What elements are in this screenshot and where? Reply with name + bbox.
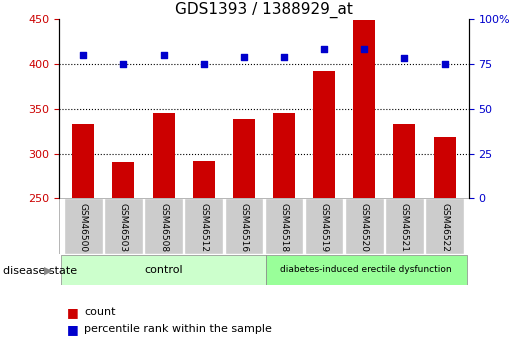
Text: ▶: ▶: [44, 266, 52, 276]
Bar: [225, 198, 263, 254]
Text: GSM46520: GSM46520: [360, 203, 369, 252]
Text: count: count: [84, 307, 115, 317]
Text: GSM46518: GSM46518: [280, 203, 288, 252]
Bar: [144, 198, 183, 254]
Bar: [353, 20, 375, 198]
Text: GSM46519: GSM46519: [320, 203, 329, 252]
Bar: [104, 198, 143, 254]
Text: ■: ■: [67, 306, 79, 319]
Text: percentile rank within the sample: percentile rank within the sample: [84, 325, 272, 334]
Bar: [434, 137, 456, 198]
Bar: [393, 124, 416, 198]
Text: GSM46522: GSM46522: [440, 203, 449, 252]
Bar: [265, 198, 303, 254]
Bar: [184, 198, 223, 254]
Text: GSM46500: GSM46500: [79, 203, 88, 252]
Bar: [72, 124, 94, 198]
Point: [79, 52, 88, 58]
Bar: [61, 255, 266, 285]
Bar: [152, 113, 175, 198]
Bar: [193, 161, 215, 198]
Point: [400, 56, 408, 61]
Bar: [305, 198, 344, 254]
Text: GSM46516: GSM46516: [239, 203, 248, 252]
Point: [119, 61, 128, 67]
Point: [240, 54, 248, 59]
Bar: [266, 255, 467, 285]
Bar: [345, 198, 384, 254]
Title: GDS1393 / 1388929_at: GDS1393 / 1388929_at: [175, 1, 353, 18]
Bar: [425, 198, 464, 254]
Point: [160, 52, 168, 58]
Text: diabetes-induced erectile dysfunction: diabetes-induced erectile dysfunction: [281, 265, 452, 275]
Text: ■: ■: [67, 323, 79, 336]
Bar: [273, 113, 295, 198]
Text: disease state: disease state: [3, 266, 77, 276]
Text: GSM46521: GSM46521: [400, 203, 409, 252]
Text: GSM46512: GSM46512: [199, 203, 208, 252]
Text: GSM46508: GSM46508: [159, 203, 168, 252]
Bar: [313, 71, 335, 198]
Bar: [233, 119, 255, 198]
Text: control: control: [144, 265, 183, 275]
Point: [320, 47, 328, 52]
Bar: [385, 198, 424, 254]
Bar: [64, 198, 102, 254]
Point: [440, 61, 449, 67]
Point: [360, 47, 368, 52]
Point: [280, 54, 288, 59]
Bar: [112, 162, 134, 198]
Text: GSM46503: GSM46503: [119, 203, 128, 252]
Point: [200, 61, 208, 67]
